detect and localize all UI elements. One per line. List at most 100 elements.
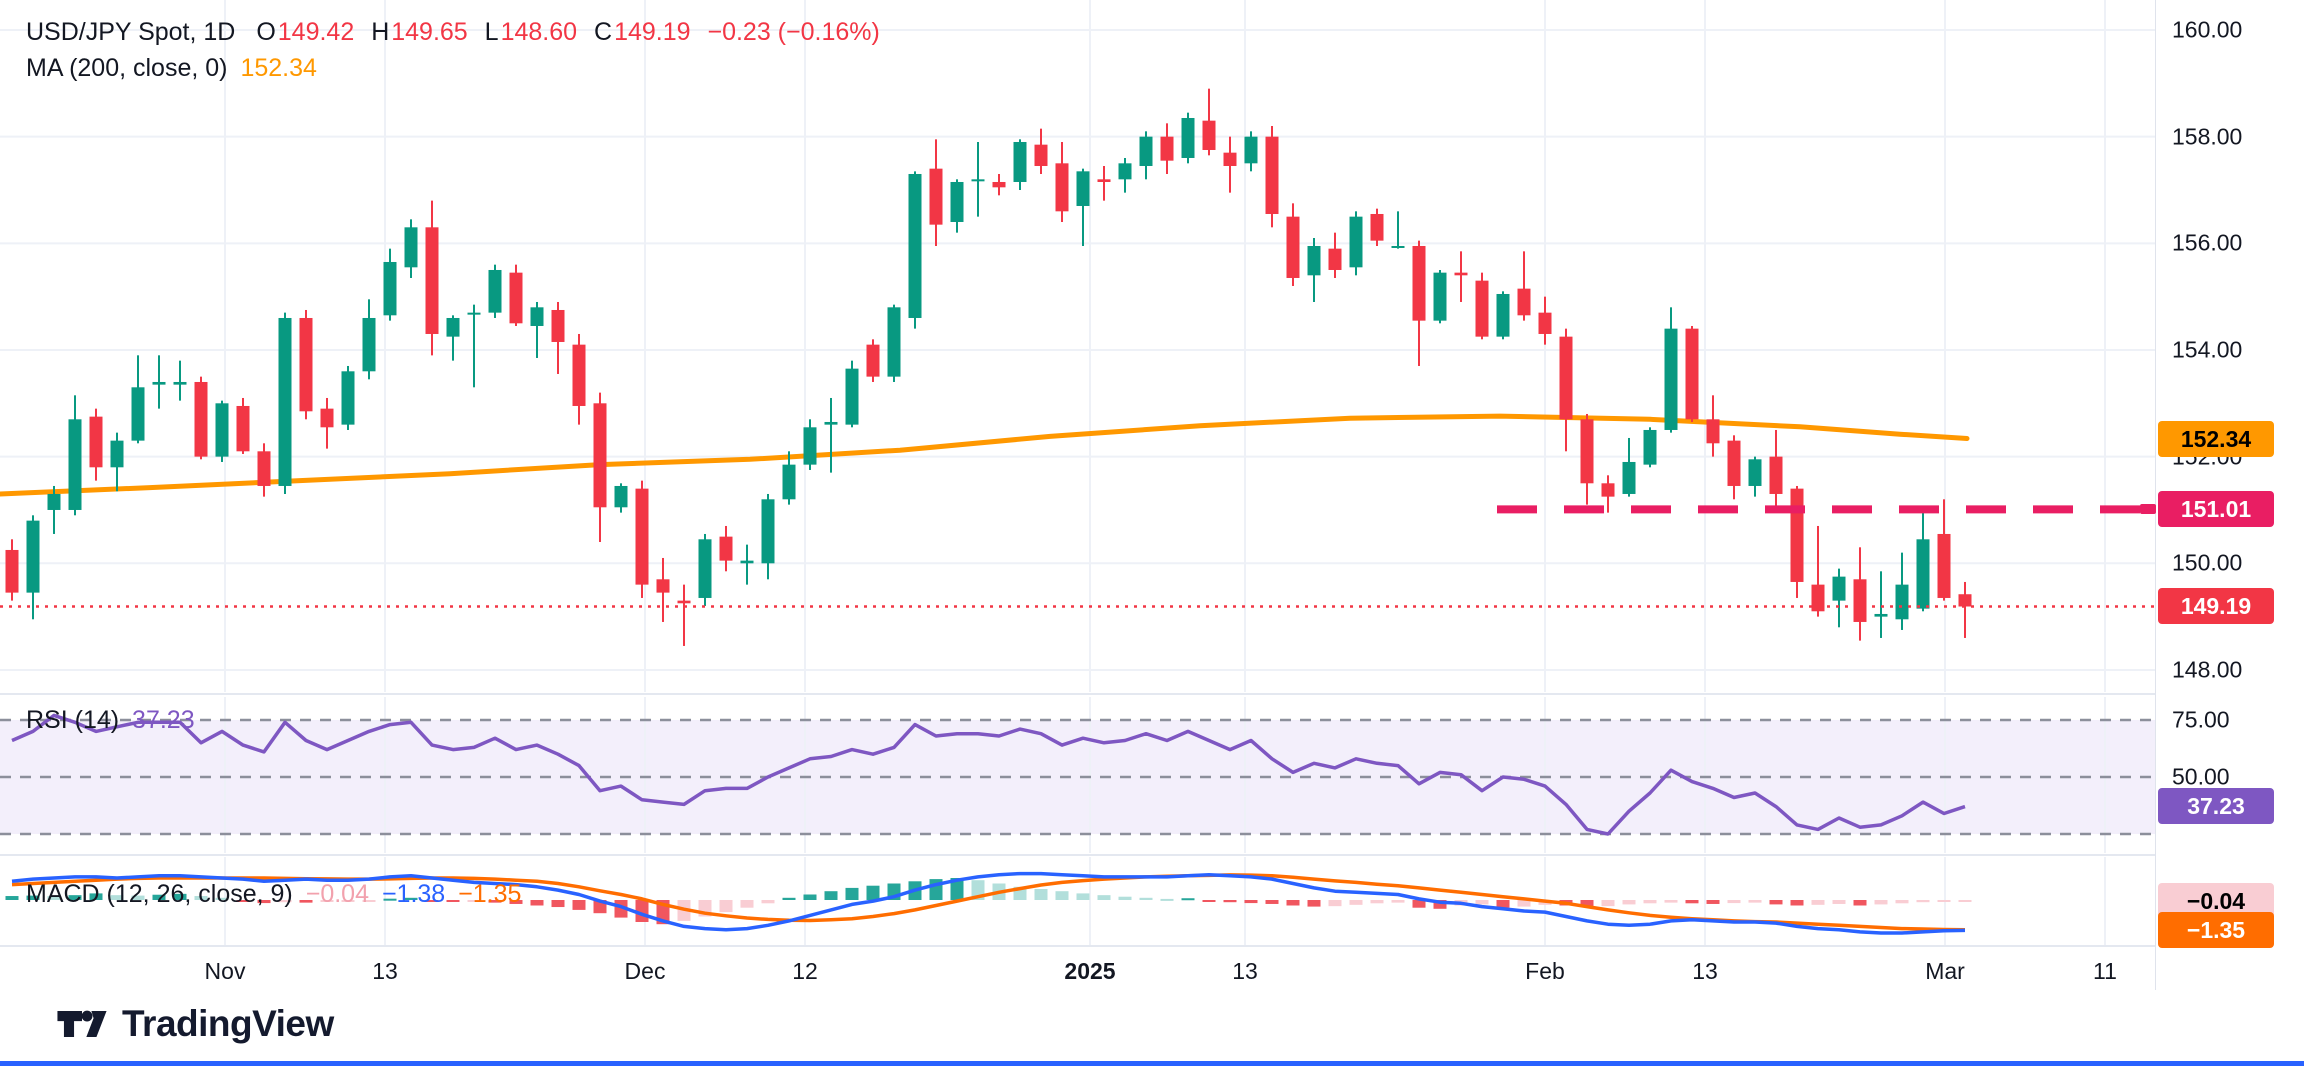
tradingview-logo[interactable]: TradingView — [56, 1002, 334, 1046]
macd-hist-bar — [152, 894, 166, 900]
candle-body — [110, 440, 124, 468]
rsi-chart-svg — [0, 697, 2155, 853]
candle-body — [845, 368, 859, 425]
ohlc-open-label: O — [256, 18, 276, 46]
rsi-axis-label: 75.00 — [2172, 706, 2230, 733]
rsi-line — [11, 713, 1966, 836]
last-price-badge: 149.19 — [2158, 588, 2274, 625]
candle-body — [992, 181, 1006, 188]
macd-hist-bar — [257, 900, 271, 904]
macd-hist-bar — [1244, 900, 1258, 904]
macd-hist-bar — [362, 900, 376, 902]
macd-hist-bar — [110, 895, 124, 900]
rsi-pane[interactable] — [0, 697, 2155, 853]
macd-hist-bar — [1139, 897, 1153, 900]
macd-chart-svg — [5, 857, 2106, 945]
candle-body — [1475, 280, 1489, 337]
symbol-title: USD/JPY Spot, 1D — [26, 18, 236, 46]
macd-hist-bar — [1286, 900, 1300, 906]
macd-legend[interactable]: MACD (12, 26, close, 9) −0.04 −1.38 −1.3… — [26, 880, 521, 909]
candle-body — [1790, 488, 1804, 582]
candle-body — [1265, 136, 1279, 214]
macd-hist-bar — [89, 893, 103, 900]
tradingview-logo-text: TradingView — [122, 1003, 334, 1044]
ma-legend-value: 152.34 — [240, 54, 317, 82]
candle-body — [5, 549, 19, 593]
ohlc-close: 149.19 — [614, 18, 691, 46]
candle-body — [47, 493, 61, 510]
candle-body — [1370, 213, 1384, 241]
macd-hist-bar — [551, 900, 565, 908]
pane-separator[interactable] — [0, 854, 2155, 856]
candle-body — [89, 416, 103, 468]
rsi-value-badge: 37.23 — [2158, 788, 2274, 825]
candle-body — [131, 387, 145, 441]
candle-body — [1055, 163, 1069, 212]
ohlc-low-label: L — [484, 18, 499, 46]
macd-hist-bar — [278, 900, 292, 903]
candle-body — [26, 520, 40, 593]
macd-hist-bar — [1664, 900, 1678, 903]
macd-signal-badge: −1.35 — [2158, 911, 2274, 948]
macd-hist-bar — [1118, 896, 1132, 900]
macd-hist-bar — [1685, 900, 1699, 904]
macd-hist-bar — [1433, 900, 1447, 909]
symbol-legend[interactable]: USD/JPY Spot, 1D O149.42 H149.65 L148.60… — [26, 18, 880, 47]
macd-hist-bar — [425, 900, 439, 902]
macd-hist-bar — [761, 900, 775, 904]
candle-body — [1874, 613, 1888, 617]
macd-hist-bar — [47, 896, 61, 900]
pane-separator[interactable] — [0, 693, 2155, 695]
macd-hist-bar — [1475, 900, 1489, 905]
candle-body — [551, 309, 565, 342]
rsi-legend[interactable]: RSI (14) 37.23 — [26, 706, 195, 735]
macd-hist-bar — [740, 900, 754, 908]
candle-body — [740, 560, 754, 564]
candle-body — [782, 464, 796, 500]
macd-hist-bar — [68, 895, 82, 900]
candle-body — [173, 381, 187, 385]
candle-body — [530, 307, 544, 326]
ma-legend[interactable]: MA (200, close, 0) 152.34 — [26, 54, 317, 83]
bottom-accent-bar — [0, 1061, 2304, 1066]
macd-hist-bar — [1223, 900, 1237, 903]
macd-legend-label: MACD (12, 26, close, 9) — [26, 880, 293, 908]
candle-body — [1139, 136, 1153, 166]
candle-body — [1685, 328, 1699, 420]
candle-body — [152, 381, 166, 385]
candle-body — [488, 269, 502, 313]
time-axis-label: 12 — [792, 958, 818, 984]
candle-body — [1496, 293, 1510, 337]
macd-hist-bar — [1895, 900, 1909, 904]
ohlc-close-label: C — [594, 18, 613, 46]
ma200-line — [0, 413, 1970, 497]
price-axis-label: 150.00 — [2172, 549, 2243, 576]
candle-body — [1706, 419, 1720, 444]
macd-hist-bar — [1727, 900, 1741, 904]
macd-hist-bar — [1307, 900, 1321, 907]
time-axis-label: Nov — [204, 958, 246, 984]
macd-hist-bar — [1643, 900, 1657, 904]
macd-hist-bar — [341, 900, 355, 902]
macd-hist-bar — [173, 893, 187, 900]
macd-hist-bar — [1097, 895, 1111, 900]
macd-hist-bar — [1706, 900, 1720, 904]
macd-hist-bar — [1349, 900, 1363, 905]
candle-body — [320, 408, 334, 428]
macd-hist-bar — [5, 896, 19, 900]
candle-body — [1916, 539, 1930, 609]
candle-body — [1433, 272, 1447, 321]
price-chart-svg — [0, 0, 2155, 692]
candle-body — [278, 317, 292, 486]
candle-body — [1391, 245, 1405, 248]
badge-stub — [2140, 504, 2156, 515]
macd-hist-bar — [1034, 889, 1048, 900]
macd-pane[interactable] — [0, 857, 2155, 945]
price-pane[interactable] — [0, 0, 2155, 692]
candle-body — [719, 536, 733, 561]
macd-hist-bar — [1370, 900, 1384, 904]
macd-line-value: −1.38 — [381, 880, 446, 908]
macd-hist-bar — [1160, 898, 1174, 901]
candle-body — [1811, 584, 1825, 612]
candle-body — [257, 451, 271, 486]
